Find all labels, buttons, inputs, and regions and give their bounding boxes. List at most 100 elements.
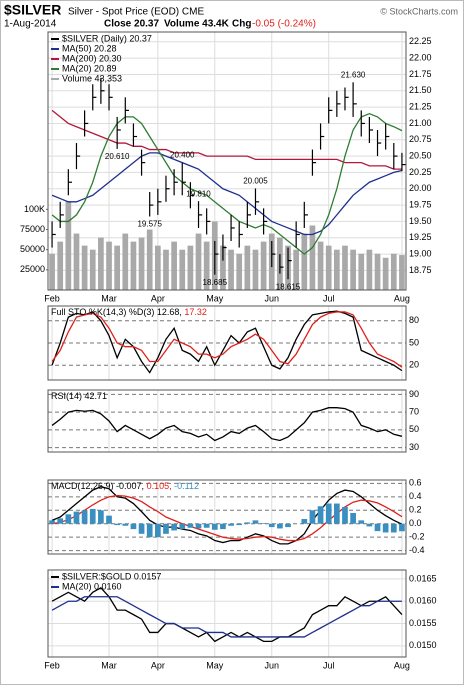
bar xyxy=(163,249,169,290)
description: Silver - Spot Price (EOD) CME xyxy=(68,7,204,18)
bar xyxy=(277,523,283,529)
y-tick-label: 0.6 xyxy=(409,478,422,488)
y-tick-label: 19.50 xyxy=(409,216,432,226)
bar xyxy=(260,241,267,290)
line xyxy=(51,407,403,442)
legend: MACD(12,26,9) -0.007, 0.105, -0.112 xyxy=(51,481,199,491)
bar xyxy=(220,245,226,290)
x-tick-label: Apr xyxy=(151,660,165,670)
bar xyxy=(187,523,194,528)
line xyxy=(51,152,403,236)
bar xyxy=(309,510,316,524)
bar xyxy=(122,523,129,526)
bar xyxy=(203,241,210,290)
legend-entry: MA(200) 20.30 xyxy=(62,53,122,63)
annotation: 18.615 xyxy=(276,282,301,291)
y-tick-label: 18.75 xyxy=(409,265,432,275)
bar xyxy=(195,233,202,290)
bar xyxy=(203,523,210,528)
y-tick-label: 22.00 xyxy=(409,53,432,63)
annotation: 21.630 xyxy=(341,70,366,79)
y-tick-label: 19.75 xyxy=(409,199,432,209)
credit: © StockCharts.com xyxy=(380,6,458,16)
line xyxy=(51,486,403,545)
date: 1-Aug-2014 xyxy=(4,19,57,30)
bar xyxy=(138,523,145,534)
bar xyxy=(382,523,389,533)
bar xyxy=(179,249,186,290)
panel-border xyxy=(47,569,407,658)
bar xyxy=(130,241,137,290)
bar xyxy=(138,237,145,290)
y-tick-label: 20 xyxy=(409,360,419,370)
y-tick-label: 0.0165 xyxy=(409,573,437,583)
panel-border xyxy=(47,305,407,381)
legend-entry: 17.32 xyxy=(184,307,207,317)
y2-tick-label: 50000 xyxy=(20,244,45,254)
legend-swatch xyxy=(51,576,59,578)
bar xyxy=(293,249,300,290)
bar xyxy=(179,523,186,530)
bar xyxy=(114,523,121,526)
y-tick-label: 90 xyxy=(409,389,419,399)
legend-entry: $SILVER (Daily) 20.37 xyxy=(62,33,152,43)
symbol: $SILVER xyxy=(4,2,61,18)
legend-swatch xyxy=(51,48,59,50)
legend-entry: MA(20) 0.0160 xyxy=(62,581,122,591)
legend-swatch xyxy=(51,586,59,588)
bar xyxy=(57,241,64,290)
x-tick-label: Feb xyxy=(44,660,60,670)
bar xyxy=(252,249,259,290)
panel-border xyxy=(47,479,407,555)
y-tick-label: 20.75 xyxy=(409,134,432,144)
bar xyxy=(57,518,64,524)
legend-entry: 0.105, xyxy=(147,481,172,491)
x-tick-label: May xyxy=(206,660,224,670)
y-tick-label: 0.0 xyxy=(409,518,422,528)
bar xyxy=(374,253,381,290)
y-tick-label: 20.25 xyxy=(409,167,432,177)
bar xyxy=(163,523,169,534)
x-tick-label: Apr xyxy=(151,293,165,303)
y-tick-label: 0.0150 xyxy=(409,640,437,650)
y-tick-label: 50 xyxy=(409,424,419,434)
y-tick-label: 20.00 xyxy=(409,183,432,193)
bar xyxy=(154,245,161,290)
y2-tick-label: 25000 xyxy=(20,264,45,274)
bar xyxy=(244,522,251,524)
bar xyxy=(366,523,373,527)
x-tick-label: Jun xyxy=(264,293,279,303)
bar xyxy=(399,523,405,532)
bar xyxy=(154,523,161,538)
bar xyxy=(325,503,332,524)
legend: RSI(14) 42.71 xyxy=(51,391,107,401)
bar xyxy=(317,241,324,290)
legend: Full STO %K(14,3) %D(3) 12.68, 17.32 xyxy=(51,307,207,317)
change: -0.05 (-0.24%) xyxy=(252,19,316,30)
line xyxy=(51,596,402,638)
y-tick-label: 70 xyxy=(409,407,419,417)
bar xyxy=(89,249,96,290)
x-tick-label: Jul xyxy=(323,293,335,303)
bar xyxy=(73,233,80,290)
bar xyxy=(382,257,389,290)
bar xyxy=(301,233,308,290)
legend-swatch xyxy=(51,38,59,40)
y-tick-label: 21.75 xyxy=(409,69,432,79)
legend-entry: MA(50) 20.28 xyxy=(62,43,117,53)
bar xyxy=(358,520,365,524)
x-tick-label: Mar xyxy=(101,660,117,670)
bar xyxy=(244,245,251,290)
bar xyxy=(350,512,356,524)
bar xyxy=(350,249,356,290)
y-tick-label: 19.25 xyxy=(409,232,432,242)
bar xyxy=(333,249,340,290)
bar xyxy=(358,253,365,290)
bar xyxy=(342,245,348,290)
bar xyxy=(171,241,177,290)
bar xyxy=(187,245,194,290)
y-tick-label: 22.25 xyxy=(409,36,432,46)
bar xyxy=(114,245,121,290)
